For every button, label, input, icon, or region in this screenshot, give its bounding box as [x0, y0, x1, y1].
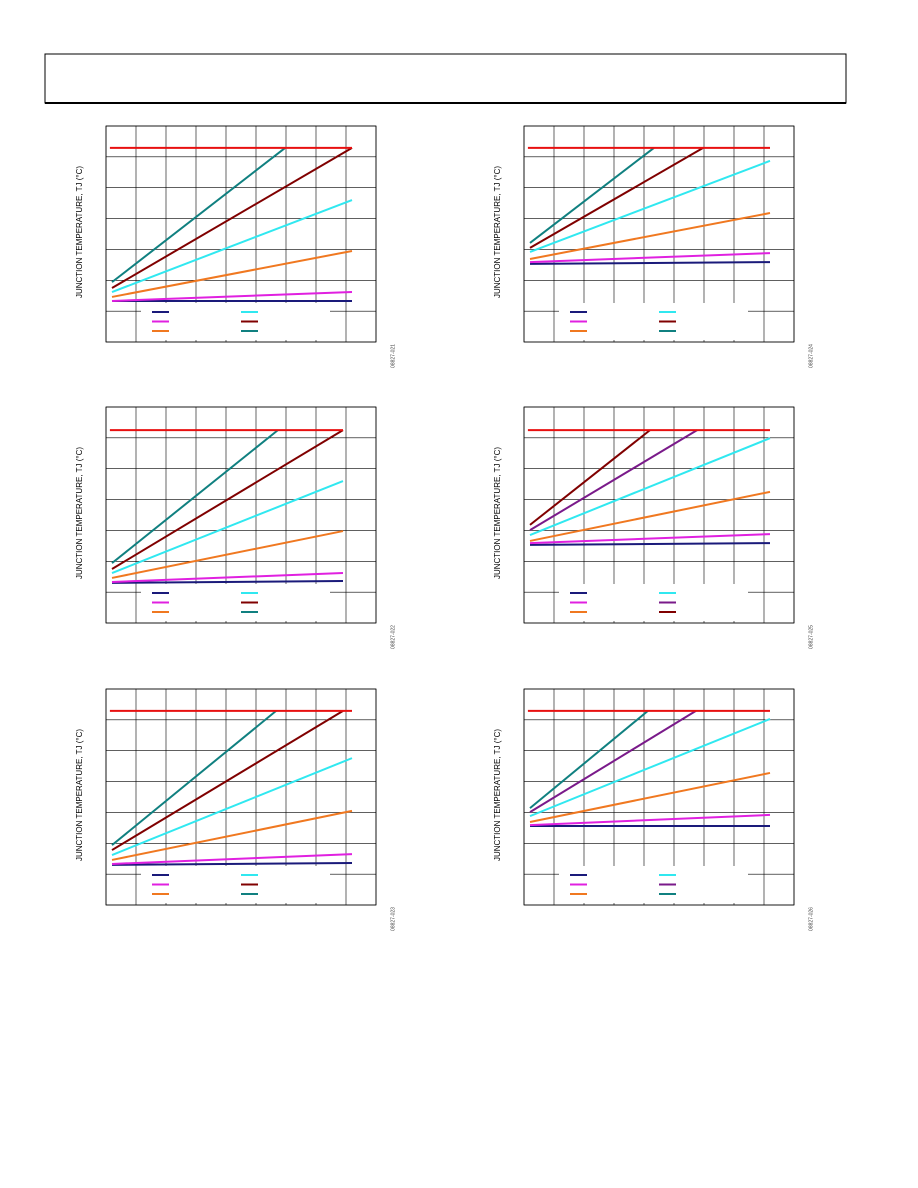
- data-line: [111, 429, 344, 570]
- figure-id: 08827-025: [808, 625, 814, 649]
- header-box: [44, 53, 847, 104]
- data-line: [111, 429, 279, 564]
- data-line: [529, 147, 704, 249]
- data-line: [111, 199, 353, 293]
- data-line: [529, 710, 649, 809]
- y-axis-label: JUNCTION TEMPERATURE, TJ (°C): [493, 166, 502, 298]
- data-line: [529, 813, 771, 827]
- data-line: [529, 710, 697, 813]
- data-line: [111, 809, 353, 861]
- data-line: [529, 490, 771, 542]
- legend-box: [559, 866, 748, 903]
- y-axis-label: JUNCTION TEMPERATURE, TJ (°C): [75, 729, 84, 861]
- data-line: [111, 853, 353, 865]
- figure-id: 08827-023: [390, 907, 396, 931]
- data-line: [529, 771, 771, 823]
- figure-id: 08827-024: [808, 344, 814, 368]
- legend-box: [559, 584, 748, 621]
- plot-frame: [523, 688, 795, 906]
- y-axis-label: JUNCTION TEMPERATURE, TJ (°C): [493, 729, 502, 861]
- data-line: [529, 718, 771, 818]
- plot-frame: [523, 125, 795, 343]
- data-line: [111, 710, 344, 851]
- data-line: [529, 429, 651, 526]
- data-line: [111, 480, 344, 574]
- plot-frame: [105, 406, 377, 624]
- data-line: [529, 147, 655, 244]
- plot-frame: [523, 406, 795, 624]
- data-line: [111, 580, 344, 584]
- data-line: [529, 542, 771, 546]
- data-line: [529, 533, 771, 545]
- legend-box: [141, 866, 330, 903]
- data-line: [111, 147, 353, 289]
- y-axis-label: JUNCTION TEMPERATURE, TJ (°C): [75, 166, 84, 298]
- data-line: [111, 291, 353, 302]
- legend-box: [559, 303, 748, 340]
- data-line: [111, 710, 277, 846]
- figure-id: 08827-022: [390, 625, 396, 649]
- data-line: [529, 437, 771, 536]
- data-line: [529, 212, 771, 260]
- data-line: [529, 261, 771, 265]
- data-line: [529, 252, 771, 264]
- y-axis-label: JUNCTION TEMPERATURE, TJ (°C): [75, 447, 84, 579]
- y-axis-label: JUNCTION TEMPERATURE, TJ (°C): [493, 447, 502, 579]
- figure-id: 08827-021: [390, 344, 396, 368]
- data-line: [529, 429, 698, 531]
- legend-box: [141, 584, 330, 621]
- plot-frame: [105, 125, 377, 343]
- data-line: [111, 572, 344, 583]
- data-line: [111, 249, 353, 298]
- data-line: [111, 147, 286, 283]
- data-line: [111, 757, 353, 856]
- figure-id: 08827-026: [808, 907, 814, 931]
- data-line: [111, 530, 344, 579]
- legend-box: [141, 303, 330, 340]
- data-line: [529, 159, 771, 253]
- data-line: [111, 862, 353, 866]
- plot-frame: [105, 688, 377, 906]
